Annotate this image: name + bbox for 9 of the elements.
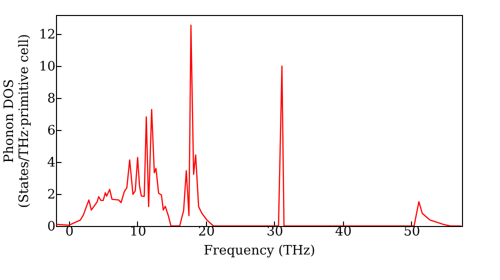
y-tick-label: 10 bbox=[38, 60, 56, 75]
y-tick-label: 8 bbox=[47, 92, 56, 107]
line-series bbox=[56, 24, 462, 226]
x-axis-title: Frequency (THz) bbox=[204, 244, 316, 258]
y-tick-label: 6 bbox=[47, 124, 56, 139]
y-axis-title: Phonon DOS (States/THz·primitive cell) bbox=[2, 34, 32, 208]
y-tick-label: 12 bbox=[38, 28, 56, 43]
y-tick-label: 4 bbox=[47, 156, 56, 171]
y-tick-label: 2 bbox=[47, 188, 56, 203]
